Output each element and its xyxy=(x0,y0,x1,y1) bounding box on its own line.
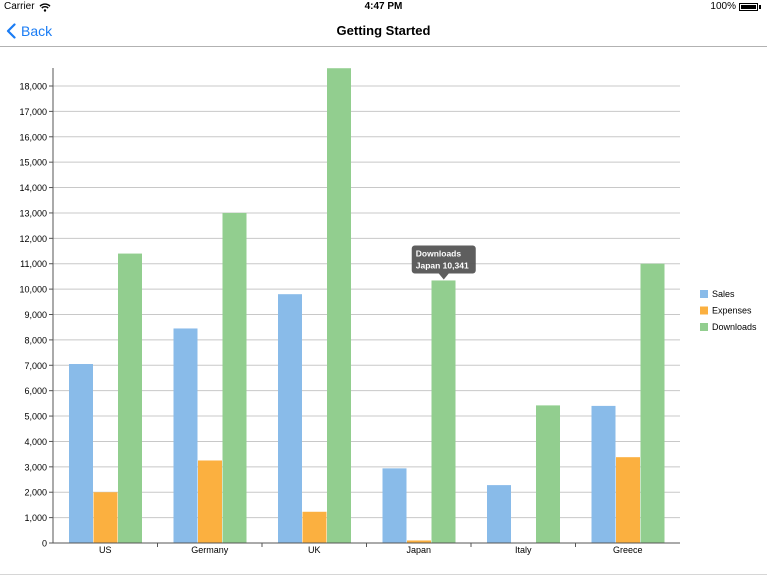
bar-downloads-italy xyxy=(536,405,560,543)
y-tick-label: 4,000 xyxy=(24,437,47,447)
y-tick-label: 7,000 xyxy=(24,361,47,371)
bar-expenses-germany xyxy=(198,460,222,543)
y-tick-label: 11,000 xyxy=(20,259,47,269)
tooltip-series: Downloads xyxy=(416,248,462,258)
bar-sales-us xyxy=(69,364,93,543)
y-tick-label: 12,000 xyxy=(19,234,47,244)
y-tick-label: 0 xyxy=(42,539,47,549)
tooltip-value: Japan 10,341 xyxy=(416,260,469,270)
back-label: Back xyxy=(21,22,53,39)
y-tick-label: 17,000 xyxy=(19,107,47,117)
bar-sales-uk xyxy=(278,294,302,543)
y-tick-label: 8,000 xyxy=(24,335,47,345)
y-tick-label: 16,000 xyxy=(19,132,47,142)
back-button[interactable]: Back xyxy=(6,14,52,47)
y-tick-label: 1,000 xyxy=(24,513,47,523)
legend-label-downloads: Downloads xyxy=(712,322,757,332)
navigation-bar: Back Getting Started xyxy=(0,14,767,47)
bar-expenses-us xyxy=(93,492,118,543)
bar-sales-italy xyxy=(487,485,511,543)
bar-sales-japan xyxy=(382,468,407,543)
wifi-icon xyxy=(39,2,51,12)
x-tick-label: Germany xyxy=(191,545,229,555)
bar-expenses-japan xyxy=(407,540,431,543)
y-tick-label: 15,000 xyxy=(19,158,47,168)
y-tick-label: 2,000 xyxy=(24,488,47,498)
bar-downloads-us xyxy=(118,253,142,544)
bar-sales-greece xyxy=(591,405,616,543)
x-tick-label: US xyxy=(99,545,112,555)
y-tick-label: 10,000 xyxy=(19,285,47,295)
bar-expenses-greece xyxy=(616,457,640,543)
y-tick-label: 6,000 xyxy=(24,386,47,396)
y-tick-label: 13,000 xyxy=(19,208,47,218)
battery-tip xyxy=(759,5,761,9)
bar-downloads-greece xyxy=(640,263,665,543)
status-time: 4:47 PM xyxy=(364,1,403,12)
legend-label-sales: Sales xyxy=(712,289,735,299)
x-tick-label: Japan xyxy=(406,545,431,555)
bar-downloads-japan xyxy=(431,280,456,543)
tooltip-box xyxy=(411,245,476,280)
status-right: 100% xyxy=(710,0,761,14)
x-tick-label: UK xyxy=(308,545,321,555)
status-left: Carrier xyxy=(4,0,51,14)
legend-swatch-sales xyxy=(700,290,708,298)
y-tick-label: 14,000 xyxy=(19,183,47,193)
bar-expenses-uk xyxy=(302,511,327,543)
legend-label-expenses: Expenses xyxy=(712,306,752,316)
legend-swatch-downloads xyxy=(700,323,708,331)
y-tick-label: 18,000 xyxy=(19,82,47,92)
bar-downloads-germany xyxy=(222,212,247,543)
y-tick-label: 9,000 xyxy=(24,310,47,320)
battery-percent: 100% xyxy=(710,1,736,12)
x-tick-label: Greece xyxy=(613,545,643,555)
page-title: Getting Started xyxy=(336,23,431,38)
battery-icon xyxy=(739,3,758,11)
carrier-label: Carrier xyxy=(4,1,35,12)
bar-sales-germany xyxy=(173,328,198,543)
legend-swatch-expenses xyxy=(700,306,708,315)
x-tick-label: Italy xyxy=(515,545,532,555)
chevron-left-icon xyxy=(6,22,16,39)
status-bar: Carrier 4:47 PM 100% xyxy=(0,0,767,14)
y-tick-label: 3,000 xyxy=(24,462,47,472)
bar-downloads-uk xyxy=(327,68,351,543)
y-tick-label: 5,000 xyxy=(24,412,47,422)
bar-chart: 0 1,000 2,000 3,000 4,000 5,000 6,000 7,000 8,00… xyxy=(19,68,757,555)
